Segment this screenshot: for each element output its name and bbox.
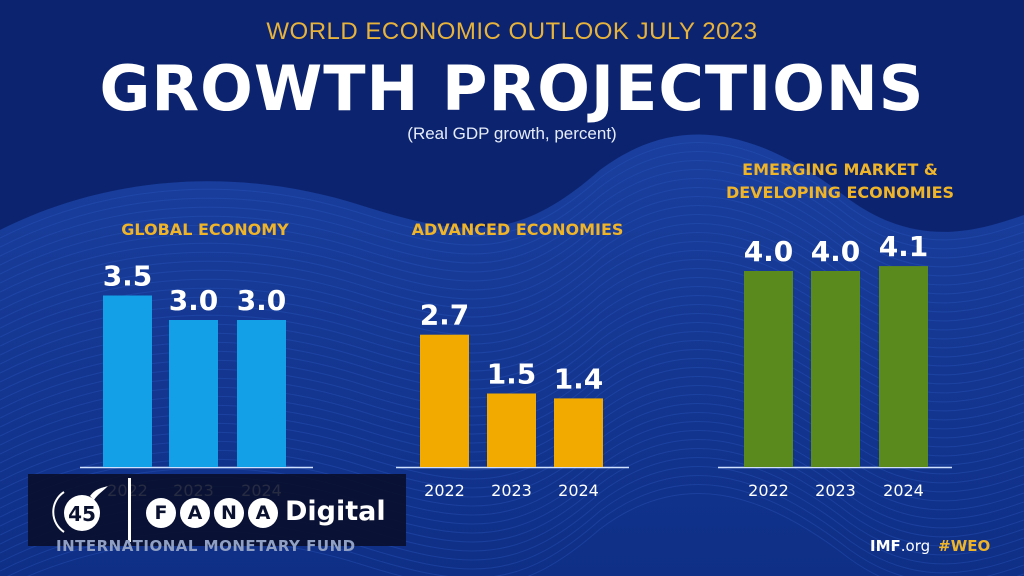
bar-emerging-2024 <box>879 266 928 467</box>
bar-global-2022 <box>103 295 152 467</box>
x-tick-label-emerging-2024: 2024 <box>883 481 924 500</box>
x-tick-label-advanced-2022: 2022 <box>424 481 465 500</box>
bar-emerging-2023 <box>811 271 860 467</box>
imf-site-footer: IMF.org #WEO <box>870 537 990 555</box>
fana-wordmark: F A N A <box>146 498 278 528</box>
svg-text:45: 45 <box>68 502 96 526</box>
fana-letter: N <box>214 498 244 528</box>
wave-line <box>0 160 1024 259</box>
chart-title-emerging: EMERGING MARKET & DEVELOPING ECONOMIES <box>700 158 980 204</box>
bar-advanced-2023 <box>487 393 536 467</box>
x-tick-label-advanced-2023: 2023 <box>491 481 532 500</box>
x-tick-label-emerging-2022: 2022 <box>748 481 789 500</box>
value-label-advanced-2023: 1.5 <box>487 358 537 391</box>
x-tick-label-emerging-2023: 2023 <box>815 481 856 500</box>
chart-title-emerging-line1: EMERGING MARKET & <box>742 160 938 179</box>
chart-title-emerging-line2: DEVELOPING ECONOMIES <box>725 183 955 202</box>
x-tick-label-advanced-2024: 2024 <box>558 481 599 500</box>
imf-organization-name: INTERNATIONAL MONETARY FUND <box>56 537 356 555</box>
value-label-advanced-2024: 1.4 <box>554 362 604 395</box>
wave-line <box>0 169 1024 268</box>
bar-global-2023 <box>169 320 218 467</box>
bar-advanced-2022 <box>420 334 469 467</box>
wave-line <box>0 142 1024 241</box>
fana-45-logo-icon: 45 <box>52 486 108 533</box>
imf-site-bold: IMF <box>870 537 901 555</box>
bar-emerging-2022 <box>744 271 793 467</box>
bar-global-2024 <box>237 320 286 467</box>
value-label-emerging-2023: 4.0 <box>811 235 861 268</box>
value-label-emerging-2024: 4.1 <box>879 230 929 263</box>
value-label-advanced-2022: 2.7 <box>420 299 470 332</box>
fana-digital-watermark: 45 F A N A Digital <box>28 474 406 546</box>
value-label-global-2024: 3.0 <box>237 284 287 317</box>
weo-hashtag: #WEO <box>938 537 991 555</box>
fana-letter: A <box>248 498 278 528</box>
bar-advanced-2024 <box>554 398 603 467</box>
value-label-global-2023: 3.0 <box>169 284 219 317</box>
imf-site-domain: .org <box>900 537 931 555</box>
wave-line <box>0 421 1024 520</box>
value-label-emerging-2022: 4.0 <box>744 235 794 268</box>
wave-line <box>0 178 1024 277</box>
value-label-global-2022: 3.5 <box>103 260 153 293</box>
fana-digital-label: Digital <box>285 496 386 527</box>
unit-note: (Real GDP growth, percent) <box>407 124 617 143</box>
logo-divider <box>128 478 131 542</box>
report-kicker: WORLD ECONOMIC OUTLOOK JULY 2023 <box>266 18 758 45</box>
fana-letter: A <box>180 498 210 528</box>
chart-title-global: GLOBAL ECONOMY <box>121 220 289 239</box>
fana-letter: F <box>146 498 176 528</box>
page-title: GROWTH PROJECTIONS <box>99 52 925 125</box>
chart-title-advanced: ADVANCED ECONOMIES <box>411 220 624 239</box>
wave-line <box>0 151 1024 250</box>
